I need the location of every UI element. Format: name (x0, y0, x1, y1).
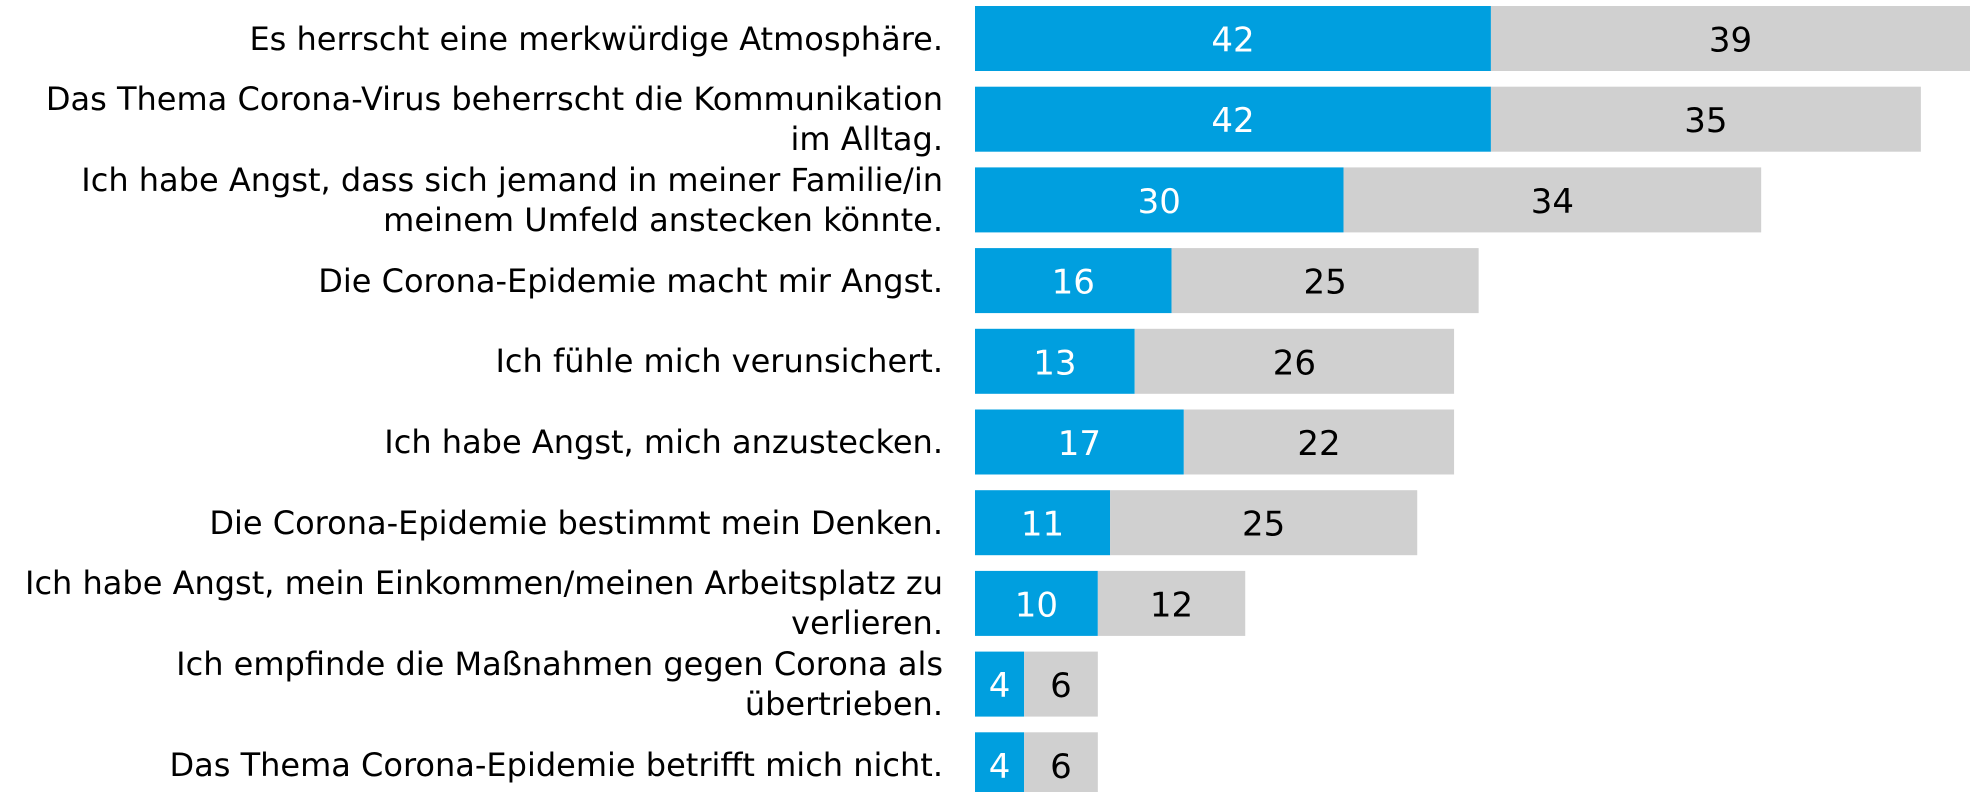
value-label: 22 (1297, 424, 1340, 464)
bar-segment (1024, 732, 1098, 792)
value-label: 12 (1150, 585, 1193, 625)
bar-segment (1343, 167, 1762, 233)
bar-segment (975, 651, 1025, 717)
bar-segment (1171, 248, 1479, 314)
value-label: 25 (1303, 263, 1346, 303)
category-label: Die Corona-Epidemie macht mir Angst. (318, 261, 943, 300)
bar-segment (975, 409, 1184, 475)
bar-segment (975, 6, 1491, 71)
bar-segment (1490, 6, 1970, 71)
value-label: 16 (1052, 263, 1095, 303)
value-label: 34 (1531, 182, 1574, 222)
category-label: Ich habe Angst, mich anzustecken. (384, 423, 943, 461)
category-label: Ich empfinde die Maßnahmen gegen Corona … (176, 645, 943, 724)
bar-segment (975, 490, 1111, 556)
bar-segment (1490, 86, 1921, 152)
bar-segment (975, 167, 1344, 233)
category-label: Es herrscht eine merkwürdige Atmosphäre. (249, 19, 943, 58)
bar-segment (1110, 490, 1418, 556)
bar-segment (1134, 328, 1455, 394)
value-label: 42 (1211, 101, 1254, 141)
value-label: 6 (1050, 747, 1072, 787)
value-label: 13 (1033, 343, 1076, 383)
bar-segment (1097, 570, 1246, 636)
value-label: 30 (1138, 182, 1181, 222)
value-label: 17 (1058, 424, 1101, 464)
bar-segment (1183, 409, 1455, 475)
value-label: 6 (1050, 666, 1072, 706)
category-label: Die Corona-Epidemie bestimmt mein Denken… (209, 503, 943, 542)
bar-segment (975, 86, 1491, 152)
value-label: 35 (1684, 101, 1727, 141)
value-label: 42 (1211, 21, 1254, 61)
category-label: Ich fühle mich verunsichert. (495, 342, 943, 381)
value-label: 4 (989, 666, 1011, 706)
value-label: 11 (1021, 505, 1064, 545)
value-label: 4 (989, 747, 1011, 787)
bar-segment (975, 570, 1098, 636)
bar-segment (975, 732, 1025, 792)
category-label: Ich habe Angst, dass sich jemand in mein… (81, 160, 943, 239)
value-label: 25 (1242, 505, 1285, 545)
bar-segment (975, 328, 1135, 394)
value-label: 10 (1015, 585, 1058, 625)
category-label: Ich habe Angst, mein Einkommen/meinen Ar… (25, 564, 943, 643)
value-label: 26 (1273, 343, 1316, 383)
category-label: Das Thema Corona-Virus beherrscht die Ko… (45, 80, 943, 159)
bar-segment (975, 248, 1172, 314)
bar-segment (1024, 651, 1098, 717)
category-label: Das Thema Corona-Epidemie betrifft mich … (169, 745, 943, 784)
value-label: 39 (1709, 21, 1752, 61)
